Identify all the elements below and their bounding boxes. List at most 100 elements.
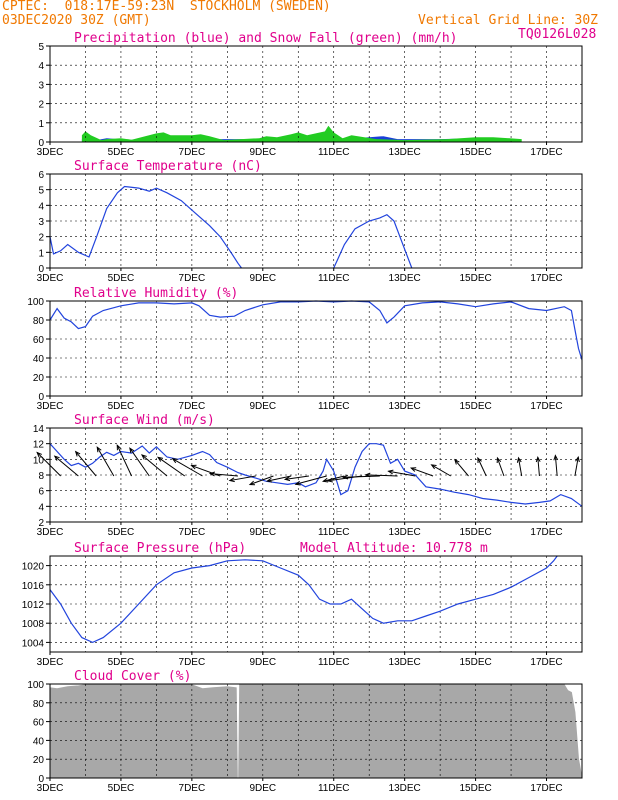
ytick-label-wind: 14 bbox=[33, 424, 45, 435]
ytick-label-cloud: 0 bbox=[38, 774, 44, 785]
xtick-label-wind: 7DEC bbox=[179, 527, 206, 538]
panel-frame-cloud bbox=[49, 683, 583, 779]
wind-vector bbox=[248, 475, 274, 486]
xtick-label-precip: 3DEC bbox=[37, 147, 64, 158]
panel-subtitle-pressure: Model Altitude: 10.778 m bbox=[300, 541, 488, 556]
panel-title-precip: Precipitation (blue) and Snow Fall (gree… bbox=[74, 31, 458, 46]
panel-title-rh: Relative Humidity (%) bbox=[74, 286, 238, 301]
panel-title-wind: Surface Wind (m/s) bbox=[74, 413, 215, 428]
wind-vector bbox=[171, 458, 203, 477]
xtick-label-pressure: 9DEC bbox=[249, 657, 276, 668]
ytick-label-pressure: 1004 bbox=[22, 638, 45, 649]
ytick-label-pressure: 1008 bbox=[22, 619, 45, 630]
series-line-rh-rh bbox=[49, 300, 583, 361]
xtick-label-rh: 13DEC bbox=[389, 401, 421, 412]
ytick-label-cloud: 60 bbox=[33, 718, 45, 729]
ytick-label-precip: 1 bbox=[38, 119, 44, 130]
wind-vector bbox=[364, 472, 398, 478]
wind-vector bbox=[535, 455, 541, 477]
ytick-label-rh: 100 bbox=[27, 297, 44, 308]
xtick-label-rh: 15DEC bbox=[459, 401, 491, 412]
wind-vector bbox=[553, 454, 559, 477]
ytick-label-precip: 5 bbox=[38, 42, 44, 53]
ytick-label-temp: 6 bbox=[38, 170, 44, 181]
ytick-label-cloud: 20 bbox=[33, 755, 45, 766]
header-station: CPTEC: 018:17E-59:23N STOCKHOLM (SWEDEN) bbox=[2, 0, 331, 14]
panel-title-pressure: Surface Pressure (hPa) bbox=[74, 541, 246, 556]
ytick-label-precip: 4 bbox=[38, 61, 44, 72]
series-area-cloud-cloud bbox=[49, 683, 583, 779]
xtick-label-precip: 13DEC bbox=[389, 147, 421, 158]
ytick-label-temp: 2 bbox=[38, 233, 44, 244]
xtick-label-cloud: 15DEC bbox=[459, 783, 491, 794]
xtick-label-precip: 11DEC bbox=[318, 147, 350, 158]
xtick-label-pressure: 3DEC bbox=[37, 657, 64, 668]
xtick-label-rh: 17DEC bbox=[530, 401, 562, 412]
ytick-label-pressure: 1012 bbox=[22, 600, 45, 611]
header-code: TQ0126L028 bbox=[518, 27, 597, 42]
wind-vector bbox=[140, 454, 168, 477]
ytick-label-temp: 1 bbox=[38, 248, 44, 259]
xtick-label-cloud: 17DEC bbox=[530, 783, 562, 794]
ytick-label-temp: 3 bbox=[38, 217, 44, 228]
ytick-label-wind: 6 bbox=[38, 487, 44, 498]
xtick-label-cloud: 13DEC bbox=[389, 783, 421, 794]
wind-vector bbox=[321, 475, 345, 483]
xtick-label-temp: 9DEC bbox=[249, 273, 276, 284]
wind-vector bbox=[96, 446, 115, 477]
ytick-label-wind: 2 bbox=[38, 518, 44, 529]
ytick-label-rh: 20 bbox=[33, 373, 45, 384]
xtick-label-pressure: 13DEC bbox=[389, 657, 421, 668]
xtick-label-precip: 7DEC bbox=[179, 147, 206, 158]
series-line-temp-segment1 bbox=[49, 185, 242, 269]
xtick-label-wind: 15DEC bbox=[459, 527, 491, 538]
wind-vector bbox=[430, 464, 452, 477]
ytick-label-pressure: 1020 bbox=[22, 562, 45, 573]
series-line-pressure-pressure bbox=[49, 555, 558, 644]
xtick-label-wind: 9DEC bbox=[249, 527, 276, 538]
ytick-label-rh: 60 bbox=[33, 335, 45, 346]
xtick-label-temp: 11DEC bbox=[318, 273, 350, 284]
wind-vector bbox=[387, 469, 416, 477]
wind-vector bbox=[157, 456, 186, 477]
ytick-label-temp: 5 bbox=[38, 186, 44, 197]
ytick-label-wind: 10 bbox=[33, 455, 45, 466]
xtick-label-precip: 15DEC bbox=[459, 147, 491, 158]
ytick-label-rh: 0 bbox=[38, 392, 44, 403]
ytick-label-rh: 40 bbox=[33, 354, 45, 365]
ytick-label-cloud: 100 bbox=[27, 680, 44, 691]
panel-frame-rh bbox=[49, 300, 583, 397]
xtick-label-wind: 17DEC bbox=[530, 527, 562, 538]
xtick-label-rh: 9DEC bbox=[249, 401, 276, 412]
xtick-label-wind: 3DEC bbox=[37, 527, 64, 538]
wind-vector bbox=[477, 456, 487, 477]
ytick-label-cloud: 80 bbox=[33, 699, 45, 710]
xtick-label-pressure: 17DEC bbox=[530, 657, 562, 668]
xtick-label-rh: 5DEC bbox=[108, 401, 135, 412]
xtick-label-temp: 5DEC bbox=[108, 273, 135, 284]
wind-vector bbox=[516, 456, 523, 477]
panel-title-temp: Surface Temperature (nC) bbox=[74, 159, 262, 174]
wind-vector bbox=[283, 475, 309, 482]
xtick-label-pressure: 15DEC bbox=[459, 657, 491, 668]
wind-vector bbox=[574, 455, 580, 477]
xtick-label-pressure: 7DEC bbox=[179, 657, 206, 668]
ytick-label-precip: 0 bbox=[38, 138, 44, 149]
xtick-label-precip: 9DEC bbox=[249, 147, 276, 158]
xtick-label-wind: 11DEC bbox=[318, 527, 350, 538]
xtick-label-rh: 7DEC bbox=[179, 401, 206, 412]
xtick-label-precip: 17DEC bbox=[530, 147, 562, 158]
wind-vector bbox=[36, 451, 61, 477]
wind-vector bbox=[265, 475, 292, 483]
xtick-label-temp: 17DEC bbox=[530, 273, 562, 284]
wind-vector bbox=[116, 444, 133, 477]
series-line-temp-segment2 bbox=[333, 213, 413, 269]
xtick-label-pressure: 11DEC bbox=[318, 657, 350, 668]
series-line-wind-speed bbox=[49, 443, 583, 507]
wind-vector bbox=[228, 475, 256, 483]
ytick-label-wind: 8 bbox=[38, 471, 44, 482]
xtick-label-precip: 5DEC bbox=[108, 147, 135, 158]
header-date: 03DEC2020 30Z (GMT) bbox=[2, 13, 151, 28]
xtick-label-temp: 7DEC bbox=[179, 273, 206, 284]
ytick-label-temp: 4 bbox=[38, 201, 44, 212]
